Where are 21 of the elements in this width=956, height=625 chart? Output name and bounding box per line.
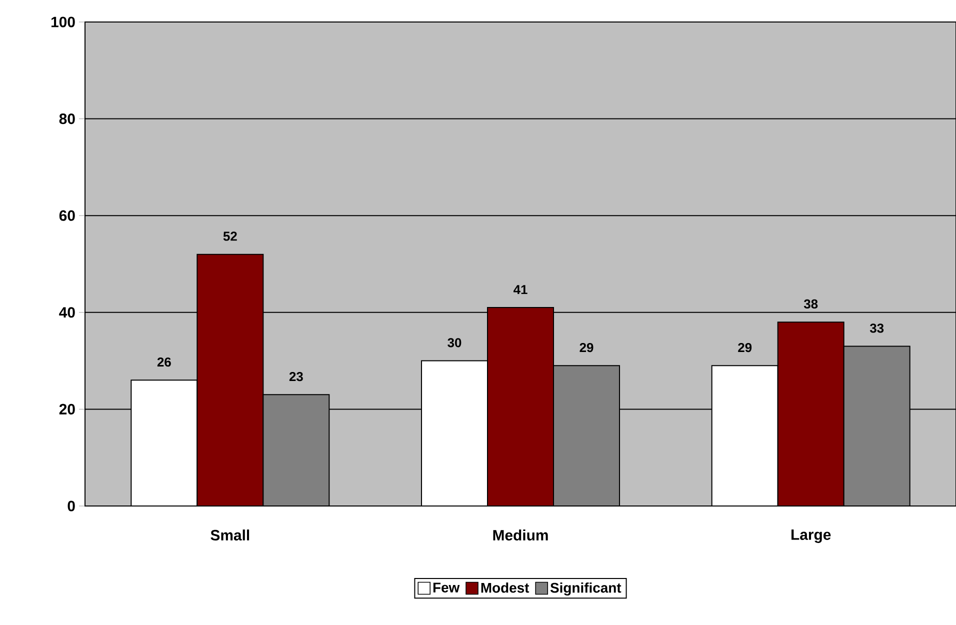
data-label: 52 [223, 232, 237, 241]
data-label: 26 [157, 357, 171, 367]
legend-label: Significant [550, 582, 622, 596]
x-tick-label: Large [791, 530, 831, 543]
y-tick-label: 20 [59, 404, 75, 414]
x-tick-label: Medium [493, 530, 548, 540]
data-label: 30 [448, 338, 462, 348]
data-label: 33 [870, 324, 884, 333]
x-tick-label: Small [210, 530, 250, 540]
data-label: 38 [804, 299, 818, 309]
data-label: 29 [580, 342, 594, 352]
legend-label: Few [433, 582, 460, 592]
y-tick-label: 60 [59, 210, 75, 221]
y-tick-label: 40 [59, 307, 75, 318]
data-label: 23 [289, 372, 303, 382]
data-label: 41 [514, 285, 528, 294]
data-label: 29 [738, 342, 752, 352]
y-tick-label: 80 [59, 114, 75, 124]
y-tick-label: 0 [68, 500, 75, 512]
legend-label: Modest [481, 582, 530, 593]
y-tick-label: 100 [51, 16, 75, 28]
